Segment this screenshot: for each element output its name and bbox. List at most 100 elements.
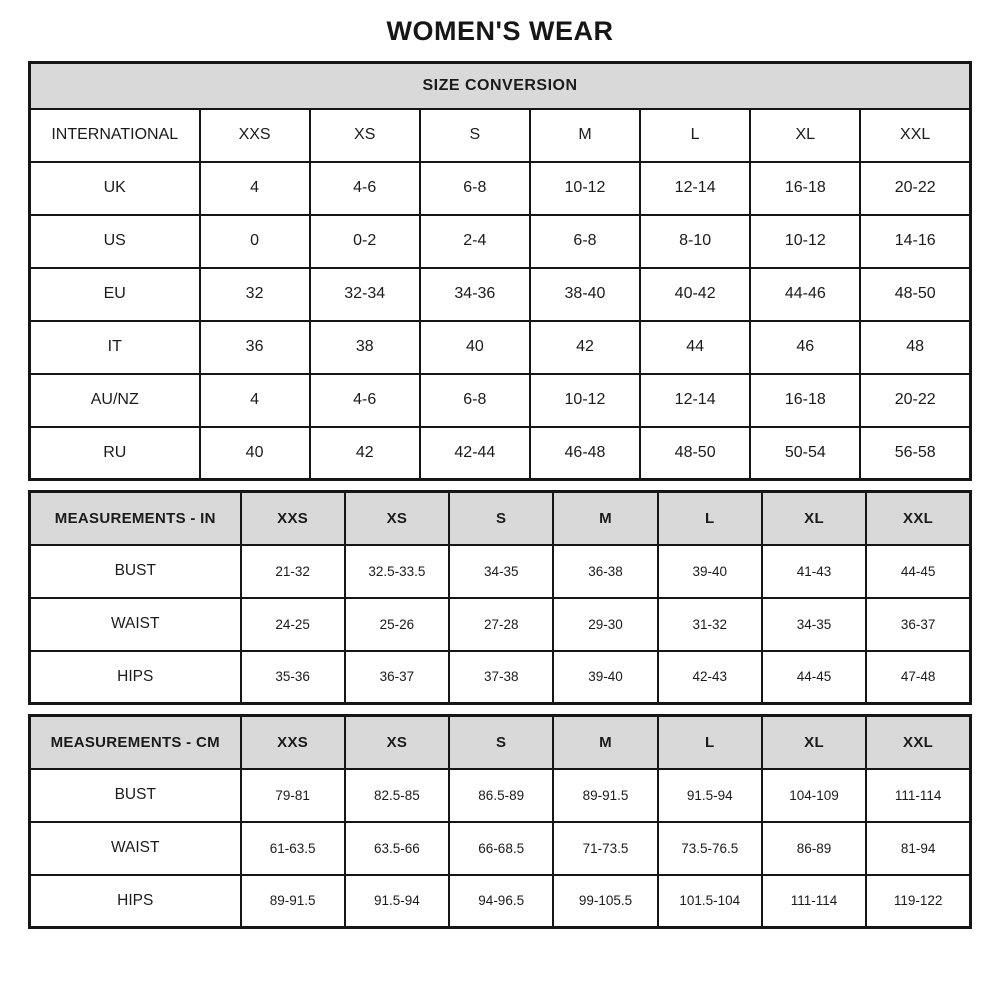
- measurement-value: 91.5-94: [656, 767, 763, 823]
- size-value: 0: [198, 213, 311, 269]
- size-column-header: S: [448, 490, 555, 546]
- measurement-label: WAIST: [28, 820, 242, 876]
- size-value: 20-22: [859, 160, 972, 216]
- size-column-header: M: [552, 714, 659, 770]
- size-value: 12-14: [639, 372, 752, 428]
- measurement-value: 36-37: [343, 649, 451, 705]
- size-value: 10-12: [528, 160, 642, 216]
- measurement-value: 27-28: [448, 596, 555, 652]
- size-column-header: S: [418, 107, 531, 163]
- measurement-value: 81-94: [865, 820, 972, 876]
- size-column-header: L: [656, 490, 763, 546]
- measurement-value: 36-37: [865, 596, 972, 652]
- size-value: 32: [198, 266, 311, 322]
- size-conversion-header: SIZE CONVERSION: [28, 61, 972, 110]
- measurement-label: BUST: [28, 767, 242, 823]
- size-column-header: XL: [760, 714, 868, 770]
- size-value: 6-8: [418, 160, 531, 216]
- size-value: 4-6: [308, 160, 421, 216]
- size-column-header: M: [552, 490, 659, 546]
- size-value: 4: [198, 160, 311, 216]
- size-value: 8-10: [639, 213, 752, 269]
- size-value: 42: [528, 319, 642, 375]
- measurement-value: 104-109: [760, 767, 868, 823]
- measurement-value: 61-63.5: [239, 820, 346, 876]
- measurements-cm-body: MEASUREMENTS - CM XXS XS S M L XL XXL BUST 79-81 8…: [28, 714, 972, 929]
- measurement-value: 37-38: [448, 649, 555, 705]
- size-column-header: XS: [343, 490, 451, 546]
- measurement-value: 91.5-94: [343, 873, 451, 929]
- size-value: 34-36: [418, 266, 531, 322]
- size-value: 44: [639, 319, 752, 375]
- measurement-label: WAIST: [28, 596, 242, 652]
- size-value: 12-14: [639, 160, 752, 216]
- region-label: RU: [28, 425, 201, 481]
- size-value: 42: [308, 425, 421, 481]
- size-value: 42-44: [418, 425, 531, 481]
- size-column-header: XXS: [198, 107, 311, 163]
- size-column-header: S: [448, 714, 555, 770]
- measurement-value: 44-45: [760, 649, 868, 705]
- measurement-value: 34-35: [448, 543, 555, 599]
- measurement-value: 39-40: [656, 543, 763, 599]
- size-column-header: XS: [343, 714, 451, 770]
- size-value: 48-50: [859, 266, 972, 322]
- region-label: IT: [28, 319, 201, 375]
- size-column-header: XL: [760, 490, 868, 546]
- size-value: 32-34: [308, 266, 421, 322]
- measurement-value: 34-35: [760, 596, 868, 652]
- measurement-value: 99-105.5: [552, 873, 659, 929]
- page-title: WOMEN'S WEAR: [386, 16, 614, 46]
- size-value: 38-40: [528, 266, 642, 322]
- size-column-header: XL: [749, 107, 862, 163]
- measurement-value: 82.5-85: [343, 767, 451, 823]
- measurement-value: 24-25: [239, 596, 346, 652]
- measurements-cm-table: MEASUREMENTS - CM XXS XS S M L XL XXL BUST 79-81 8…: [28, 714, 972, 929]
- measurement-value: 79-81: [239, 767, 346, 823]
- size-value: 36: [198, 319, 311, 375]
- size-value: 40-42: [639, 266, 752, 322]
- size-column-header: M: [528, 107, 642, 163]
- measurement-value: 86-89: [760, 820, 868, 876]
- measurement-label: BUST: [28, 543, 242, 599]
- measurement-value: 73.5-76.5: [656, 820, 763, 876]
- measurement-value: 31-32: [656, 596, 763, 652]
- size-value: 4-6: [308, 372, 421, 428]
- size-conversion-table: SIZE CONVERSION INTERNATIONAL XXS XS S M L XL XX…: [28, 61, 972, 481]
- size-value: 56-58: [859, 425, 972, 481]
- measurement-value: 119-122: [865, 873, 972, 929]
- measurements-in-table: MEASUREMENTS - IN XXS XS S M L XL XXL BUST 21-32 3…: [28, 490, 972, 705]
- measurement-value: 42-43: [656, 649, 763, 705]
- region-label: UK: [28, 160, 201, 216]
- measurement-value: 63.5-66: [343, 820, 451, 876]
- size-value: 48-50: [639, 425, 752, 481]
- size-column-header: L: [656, 714, 763, 770]
- measurement-value: 32.5-33.5: [343, 543, 451, 599]
- size-column-header: XXL: [865, 714, 972, 770]
- size-value: 6-8: [528, 213, 642, 269]
- size-column-header: XXS: [239, 714, 346, 770]
- size-value: 16-18: [749, 160, 862, 216]
- measurement-value: 36-38: [552, 543, 659, 599]
- size-column-header: XS: [308, 107, 421, 163]
- measurement-value: 47-48: [865, 649, 972, 705]
- measurement-value: 35-36: [239, 649, 346, 705]
- size-value: 20-22: [859, 372, 972, 428]
- region-label: EU: [28, 266, 201, 322]
- measurement-value: 66-68.5: [448, 820, 555, 876]
- measurement-label: HIPS: [28, 873, 242, 929]
- measurement-value: 25-26: [343, 596, 451, 652]
- size-value: 6-8: [418, 372, 531, 428]
- size-value: 50-54: [749, 425, 862, 481]
- measurement-value: 111-114: [865, 767, 972, 823]
- measurement-label: HIPS: [28, 649, 242, 705]
- size-value: 40: [198, 425, 311, 481]
- size-column-header: XXL: [865, 490, 972, 546]
- international-column-header: INTERNATIONAL: [28, 107, 201, 163]
- measurement-value: 111-114: [760, 873, 868, 929]
- measurement-value: 29-30: [552, 596, 659, 652]
- size-value: 48: [859, 319, 972, 375]
- measurement-value: 71-73.5: [552, 820, 659, 876]
- size-value: 46-48: [528, 425, 642, 481]
